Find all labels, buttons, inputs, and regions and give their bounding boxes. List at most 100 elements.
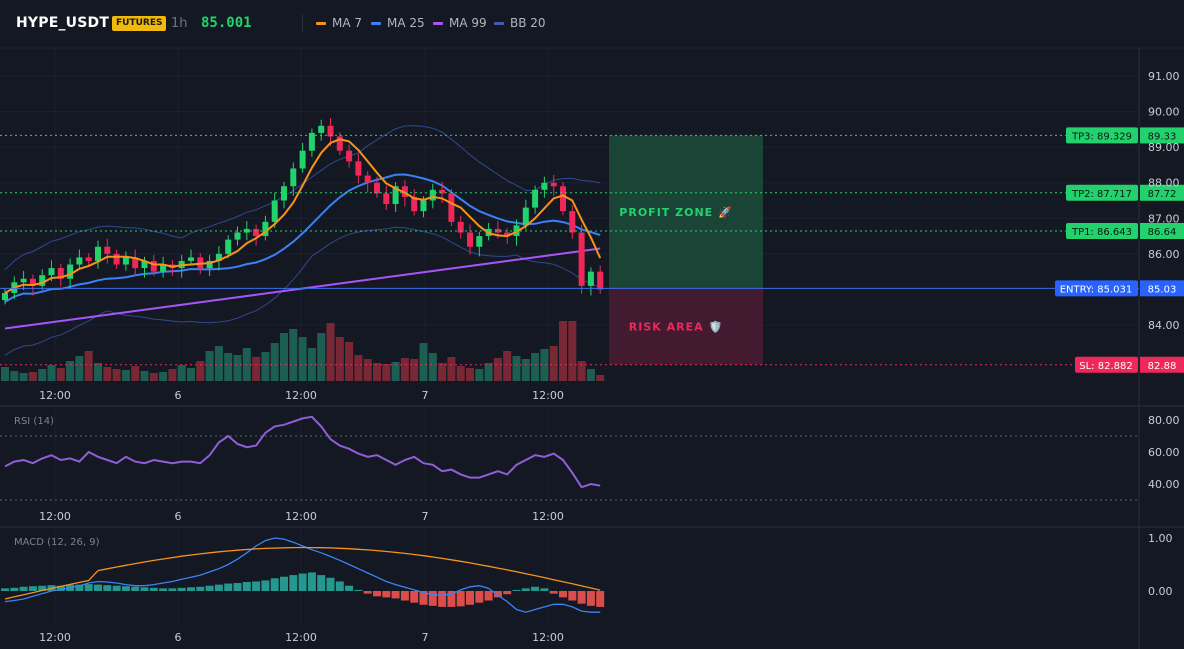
time-label: 6: [175, 389, 182, 402]
volume-bar: [112, 369, 121, 381]
entry-axis-label: 85.03: [1148, 284, 1177, 295]
timeframe-selector[interactable]: 1h: [171, 16, 188, 31]
rsi-label: RSI (14): [14, 416, 54, 427]
macd-hist-bar: [112, 585, 121, 591]
macd-hist-bar: [512, 589, 521, 591]
tp2-tag[interactable]: TP2: 87.717: [1066, 184, 1138, 201]
price-tick: 89.00: [1148, 141, 1180, 154]
legend-bb20[interactable]: BB 20: [494, 16, 546, 30]
volume-bar: [270, 343, 279, 381]
volume-bar: [345, 342, 354, 381]
risk-area-label: RISK AREA 🛡️: [629, 321, 723, 334]
macd-hist-bar: [214, 584, 223, 591]
candle-body: [234, 232, 241, 240]
volume-bar: [428, 353, 437, 381]
macd-hist-bar: [1, 588, 9, 591]
tp3-tag[interactable]: TP3: 89.329: [1066, 127, 1138, 144]
price-tick: 91.00: [1148, 70, 1180, 83]
candle-body: [57, 268, 64, 279]
candle-body: [597, 271, 604, 290]
candle-body: [318, 125, 325, 133]
volume-bar: [205, 351, 214, 381]
macd-hist-bar: [521, 588, 530, 591]
profit-zone[interactable]: [609, 135, 763, 289]
time-label: 12:00: [532, 631, 564, 644]
candle-body: [160, 264, 167, 272]
volume-bar: [512, 356, 521, 381]
sl-axis-tag: 82.88: [1140, 356, 1184, 373]
time-label: 7: [422, 510, 429, 523]
candle-body: [346, 150, 353, 162]
candle-body: [132, 257, 139, 269]
macd-hist-bar: [568, 591, 577, 601]
legend-ma99[interactable]: MA 99: [433, 16, 487, 30]
volume-bar: [66, 361, 75, 381]
macd-hist-bar: [233, 583, 242, 591]
volume-bar: [419, 343, 428, 381]
candle-body: [29, 278, 36, 286]
volume-bar: [38, 369, 47, 381]
legend-ma7-label: MA 7: [332, 16, 363, 30]
candle-body: [355, 161, 362, 176]
candle-body: [504, 232, 511, 237]
tp2-axis-tag: 87.72: [1140, 184, 1184, 201]
volume-bar: [493, 358, 502, 381]
macd-hist-bar: [94, 584, 102, 591]
candle-body: [448, 193, 455, 222]
candle-body: [197, 257, 204, 269]
macd-hist-bar: [187, 587, 195, 591]
macd-hist-bar: [326, 577, 335, 591]
macd-hist-bar: [205, 585, 214, 591]
candle-body: [85, 257, 92, 261]
time-label: 12:00: [532, 389, 564, 402]
macd-histogram: [1, 572, 605, 607]
rsi-tick-80: 80.00: [1148, 414, 1180, 427]
macd-hist-bar: [484, 591, 493, 601]
legend-ma25[interactable]: MA 25: [371, 16, 425, 30]
candle-body: [439, 189, 446, 194]
ma7-line: [4, 138, 602, 294]
volume-bar: [214, 346, 223, 381]
volume-bar: [298, 337, 307, 381]
volume-bar: [326, 323, 335, 381]
tp1-tag[interactable]: TP1: 86.643: [1066, 222, 1138, 239]
profit-zone-label: PROFIT ZONE 🚀: [619, 206, 732, 219]
legend-ma25-label: MA 25: [387, 16, 425, 30]
tp3-axis-tag: 89.33: [1140, 127, 1184, 144]
entry-tag[interactable]: ENTRY: 85.031: [1055, 280, 1138, 297]
candle-body: [587, 271, 594, 286]
legend-ma7[interactable]: MA 7: [316, 16, 362, 30]
macd-hist-bar: [224, 583, 233, 591]
volume-bar: [577, 361, 586, 381]
volume-bar: [521, 359, 530, 381]
risk-area[interactable]: [609, 288, 763, 365]
symbol-name[interactable]: HYPE_USDT: [16, 15, 110, 31]
macd-hist-bar: [475, 591, 484, 603]
top-bar: HYPE_USDT FUTURES 1h 85.001 MA 7 MA 25 M…: [0, 0, 1184, 48]
macd-hist-bar: [400, 591, 409, 601]
volume-bar: [410, 359, 419, 381]
legend-ma99-label: MA 99: [449, 16, 487, 30]
volume-bar: [586, 369, 595, 381]
volume-bar: [335, 337, 344, 381]
candle-body: [550, 182, 557, 187]
candle-body: [225, 239, 232, 254]
macd-hist-bar: [428, 591, 437, 606]
volume-bar: [187, 368, 195, 381]
time-axis-macd: 12:00 6 12:00 7 12:00: [39, 631, 564, 644]
sl-tag[interactable]: SL: 82.882: [1075, 356, 1138, 373]
macd-hist-bar: [317, 575, 326, 591]
volume-bar: [121, 370, 130, 381]
macd-hist-bar: [540, 588, 549, 591]
volume-bar: [252, 357, 261, 381]
candle-body: [113, 253, 120, 265]
candle-body: [494, 228, 501, 233]
volume-bar: [484, 363, 493, 381]
volume-bar: [10, 371, 19, 381]
candle-body: [150, 260, 157, 272]
volume-bar: [447, 357, 456, 381]
candle-body: [522, 207, 529, 226]
time-label: 6: [175, 631, 182, 644]
bb-lower-line: [4, 226, 601, 356]
